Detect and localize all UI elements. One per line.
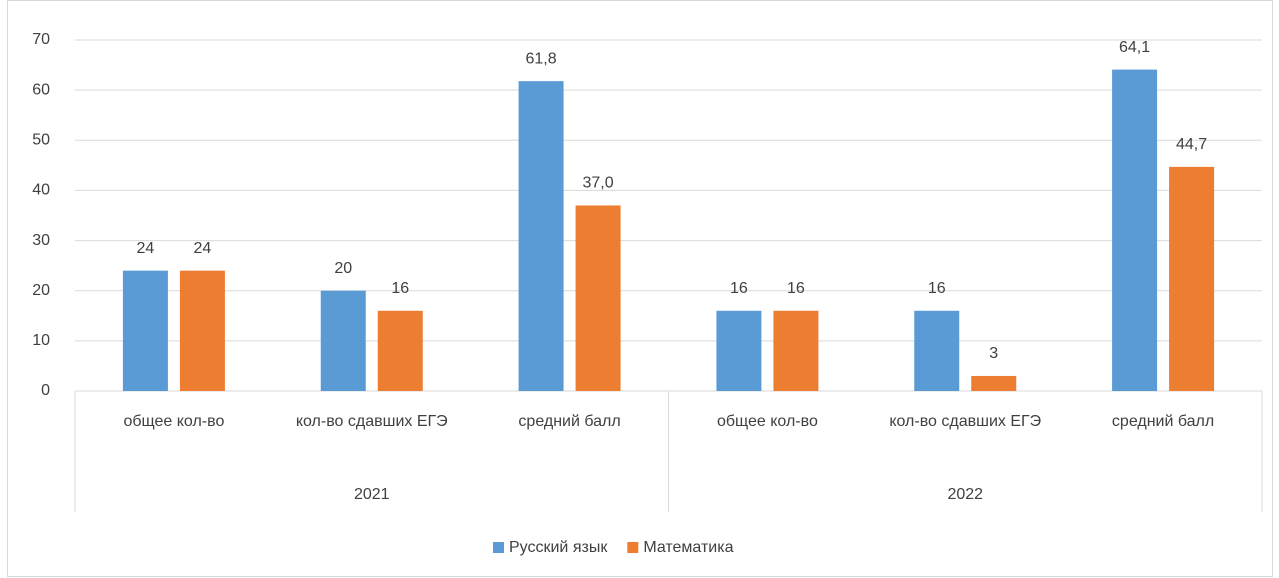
x-tick-label: общее кол-во bbox=[716, 413, 818, 430]
x-tick-label: кол-во сдавших ЕГЭ bbox=[889, 413, 1042, 430]
chart-border bbox=[7, 0, 1273, 577]
data-label: 24 bbox=[194, 240, 212, 257]
bar bbox=[1112, 69, 1158, 391]
data-label: 16 bbox=[391, 280, 409, 297]
data-label: 37,0 bbox=[583, 175, 614, 192]
y-tick-label: 50 bbox=[32, 132, 50, 149]
y-tick-label: 60 bbox=[32, 81, 50, 98]
x-tick-label: средний балл bbox=[518, 413, 621, 430]
x-tick-label: общее кол-во bbox=[123, 413, 225, 430]
data-label: 16 bbox=[928, 280, 946, 297]
x-tick-label: кол-во сдавших ЕГЭ bbox=[295, 413, 448, 430]
y-tick-label: 0 bbox=[41, 382, 50, 399]
bar bbox=[773, 310, 819, 391]
legend-swatch bbox=[493, 542, 504, 553]
legend-label: Математика bbox=[643, 539, 733, 556]
legend-swatch bbox=[627, 542, 639, 553]
bar bbox=[122, 270, 168, 391]
data-label: 16 bbox=[730, 280, 748, 297]
data-label: 44,7 bbox=[1176, 136, 1207, 153]
data-label: 64,1 bbox=[1119, 39, 1150, 56]
data-label: 61,8 bbox=[526, 50, 557, 67]
bar bbox=[179, 270, 225, 391]
x-tick-label: средний балл bbox=[1111, 413, 1215, 430]
legend-label: Русский язык bbox=[509, 539, 608, 556]
data-label: 16 bbox=[787, 280, 805, 297]
bar bbox=[971, 375, 1017, 391]
y-tick-label: 40 bbox=[32, 182, 50, 199]
y-tick-label: 10 bbox=[32, 332, 50, 349]
group-label: 2021 bbox=[354, 486, 390, 503]
group-label: 2022 bbox=[947, 486, 983, 503]
data-label: 3 bbox=[989, 345, 998, 362]
bar bbox=[716, 310, 762, 391]
data-label: 20 bbox=[334, 260, 352, 277]
bar bbox=[377, 310, 423, 391]
data-label: 24 bbox=[137, 240, 155, 257]
bar bbox=[575, 205, 621, 391]
y-tick-label: 70 bbox=[32, 31, 50, 48]
bar bbox=[320, 290, 366, 391]
y-tick-label: 30 bbox=[32, 232, 50, 249]
y-tick-label: 20 bbox=[32, 282, 50, 299]
bar bbox=[914, 310, 960, 391]
bar bbox=[518, 81, 564, 392]
bar bbox=[1169, 166, 1215, 391]
